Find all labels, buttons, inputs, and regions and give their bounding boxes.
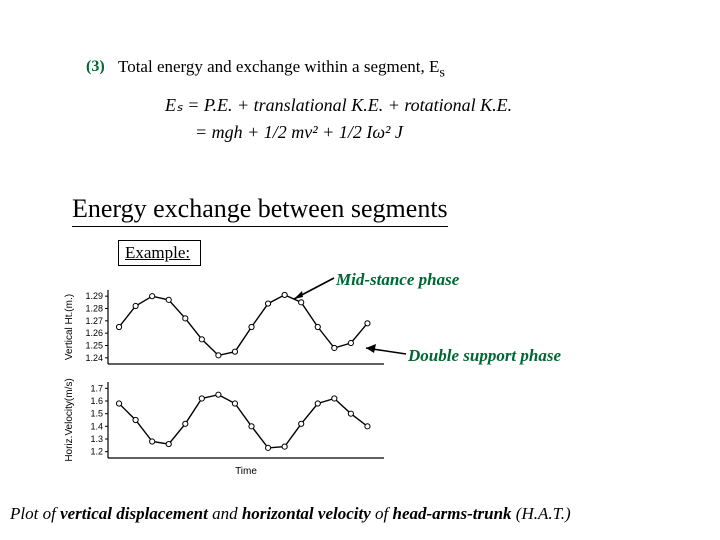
svg-text:1.28: 1.28 bbox=[85, 304, 103, 314]
equation-line2: = mgh + 1/2 mv² + 1/2 Iω² J bbox=[195, 122, 403, 142]
annotation-double-support: Double support phase bbox=[408, 346, 561, 366]
svg-text:1.4: 1.4 bbox=[90, 421, 103, 431]
annotation-double-support-text: Double support phase bbox=[408, 346, 561, 365]
equation-block: Eₛ = P.E. + translational K.E. + rotatio… bbox=[165, 92, 512, 146]
svg-text:1.2: 1.2 bbox=[90, 447, 103, 457]
svg-text:1.6: 1.6 bbox=[90, 396, 103, 406]
svg-text:1.7: 1.7 bbox=[90, 383, 103, 393]
svg-text:1.27: 1.27 bbox=[85, 316, 103, 326]
item-title-sub: s bbox=[439, 64, 445, 80]
svg-text:1.26: 1.26 bbox=[85, 328, 103, 338]
svg-text:Vertical Ht.(m.): Vertical Ht.(m.) bbox=[64, 294, 75, 360]
example-label: Example: bbox=[118, 240, 201, 266]
figure-caption: Plot of vertical displacement and horizo… bbox=[10, 504, 571, 524]
item-marker: (3) bbox=[86, 58, 105, 76]
item-title-text: Total energy and exchange within a segme… bbox=[118, 57, 439, 76]
chart-horizontal-velocity: 1.7 1.6 1.5 1.4 1.3 1.2 Horiz.Velocity(m/s) Tim… bbox=[60, 378, 390, 478]
svg-text:1.25: 1.25 bbox=[85, 341, 103, 351]
svg-text:1.29: 1.29 bbox=[85, 291, 103, 301]
section-heading: Energy exchange between segments bbox=[72, 194, 448, 227]
svg-text:1.3: 1.3 bbox=[90, 434, 103, 444]
svg-text:1.5: 1.5 bbox=[90, 409, 103, 419]
chart-vertical-height: 1.29 1.28 1.27 1.26 1.25 1.24 Vertical Ht.(m.) bbox=[60, 286, 390, 370]
svg-text:1.24: 1.24 bbox=[85, 353, 103, 363]
svg-text:Time: Time bbox=[235, 466, 257, 477]
svg-text:Horiz.Velocity(m/s): Horiz.Velocity(m/s) bbox=[64, 378, 75, 461]
equation-line1: Eₛ = P.E. + translational K.E. + rotatio… bbox=[165, 95, 512, 115]
item-title: Total energy and exchange within a segme… bbox=[118, 57, 445, 81]
